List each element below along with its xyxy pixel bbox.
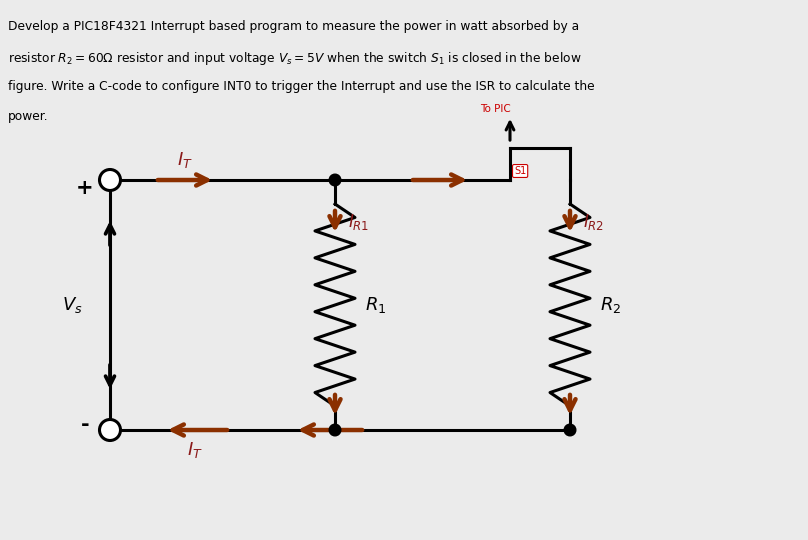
Text: figure. Write a C-code to configure INT0 to trigger the Interrupt and use the IS: figure. Write a C-code to configure INT0… [8, 80, 595, 93]
Text: To PIC: To PIC [480, 104, 511, 114]
Text: -: - [81, 415, 90, 435]
Circle shape [99, 420, 120, 441]
Circle shape [564, 424, 576, 436]
Text: power.: power. [8, 110, 48, 123]
Text: $I_T$: $I_T$ [187, 440, 203, 460]
Circle shape [99, 170, 120, 191]
Circle shape [329, 174, 341, 186]
Text: $V_s$: $V_s$ [61, 295, 82, 315]
Circle shape [329, 424, 341, 436]
Text: +: + [76, 178, 94, 198]
Text: $I_{R1}$: $I_{R1}$ [348, 212, 369, 232]
Text: Develop a PIC18F4321 Interrupt based program to measure the power in watt absorb: Develop a PIC18F4321 Interrupt based pro… [8, 20, 579, 33]
Text: S1: S1 [514, 166, 526, 176]
Text: $R_2$: $R_2$ [600, 295, 621, 315]
Text: resistor $R_2 = 60\Omega$ resistor and input voltage $V_s = 5V$ when the switch : resistor $R_2 = 60\Omega$ resistor and i… [8, 50, 582, 67]
Text: $I_T$: $I_T$ [177, 150, 193, 170]
Text: $I_{R2}$: $I_{R2}$ [583, 212, 604, 232]
Text: $R_1$: $R_1$ [365, 295, 386, 315]
